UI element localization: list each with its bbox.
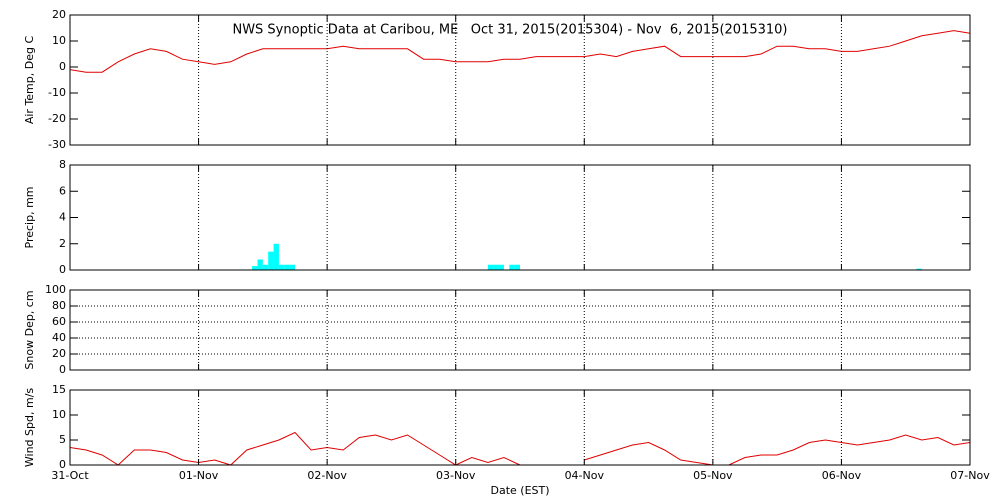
y-tick-label: 0 [59,263,66,276]
y-tick-label: 20 [52,8,66,21]
x-tick-label: 07-Nov [950,469,990,482]
y-tick-label: 20 [52,347,66,360]
x-tick-label: 02-Nov [307,469,347,482]
y-axis-label: Snow Dep, cm [23,290,36,369]
y-tick-label: 0 [59,60,66,73]
y-tick-label: -30 [48,138,66,151]
x-tick-label: 01-Nov [179,469,219,482]
y-tick-label: 0 [59,458,66,471]
y-tick-label: 6 [59,184,66,197]
y-tick-label: 5 [59,433,66,446]
y-tick-label: 2 [59,237,66,250]
bar [509,264,515,270]
bar [498,264,504,270]
x-tick-label: 05-Nov [693,469,733,482]
x-tick-label: 31-Oct [51,469,89,482]
bar [514,264,520,270]
y-tick-label: 8 [59,158,66,171]
data-line [69,30,971,73]
bar [493,264,499,270]
y-tick-label: 10 [52,34,66,47]
plot-frame [69,389,971,466]
y-tick-label: -20 [48,112,66,125]
bar [278,264,285,270]
y-tick-label: 100 [45,283,66,296]
y-tick-label: 4 [59,211,66,224]
bar [273,243,279,270]
bar [487,264,494,270]
data-line [69,431,971,466]
y-axis-label: Wind Spd, m/s [23,388,36,468]
y-tick-label: 0 [59,363,66,376]
bar [262,264,269,270]
bar [284,264,290,270]
bar [916,268,922,270]
y-tick-label: -10 [48,86,66,99]
x-tick-label: 04-Nov [565,469,605,482]
y-tick-label: 40 [52,331,66,344]
plot-frame [69,14,971,146]
y-axis-label: Precip, mm [23,187,36,249]
y-axis-label: Air Temp, Deg C [23,36,36,125]
bar [257,259,263,270]
y-tick-label: 15 [52,383,66,396]
x-axis-label: Date (EST) [490,484,549,497]
chart-title: NWS Synoptic Data at Caribou, ME Oct 31,… [232,23,787,38]
y-tick-label: 60 [52,315,66,328]
bar [268,251,274,270]
bar [252,266,258,270]
x-tick-label: 03-Nov [436,469,476,482]
y-tick-label: 80 [52,299,66,312]
y-tick-label: 10 [52,408,66,421]
plot-frame [69,289,971,371]
x-tick-label: 06-Nov [822,469,862,482]
bar [289,264,295,270]
plot-frame [69,164,971,271]
